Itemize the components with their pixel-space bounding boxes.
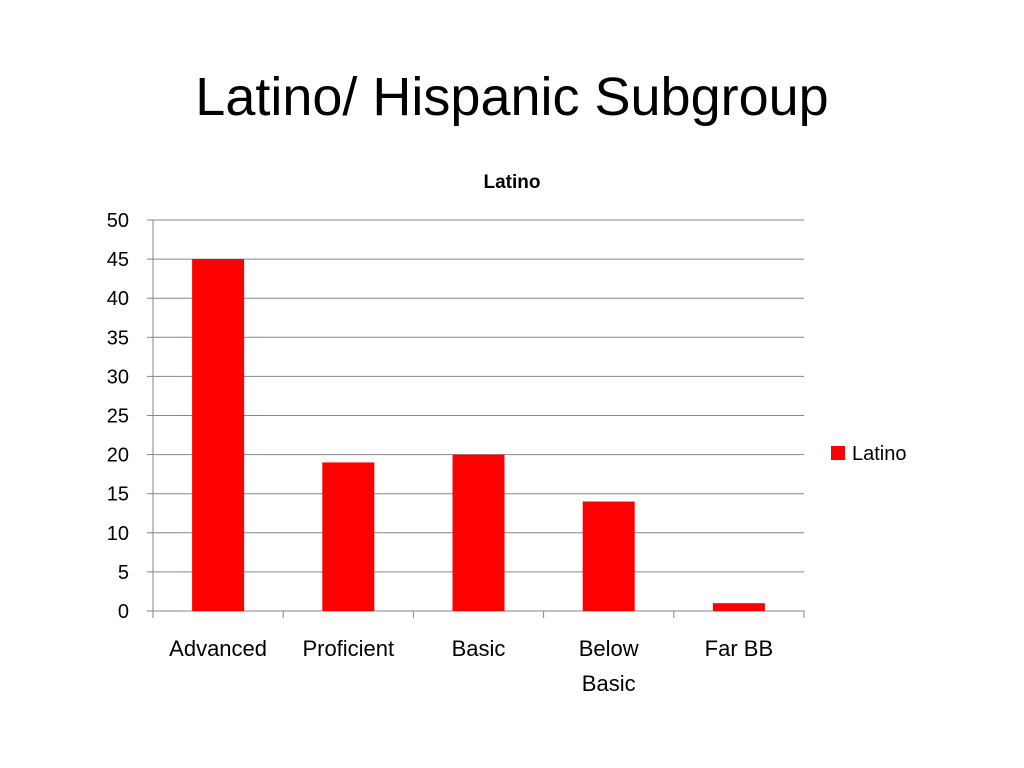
bar: [582, 501, 635, 611]
y-tick-label: 5: [118, 562, 129, 584]
legend-swatch: [831, 446, 845, 460]
y-tick-label: 40: [107, 288, 129, 310]
x-tick-label: Basic: [452, 636, 506, 661]
x-tick-labels: Advanced Proficient Basic Below Basic Far BB: [169, 636, 773, 696]
y-tick-label: 0: [118, 601, 129, 623]
x-tick-label: Below Basic: [579, 636, 639, 696]
bar: [322, 462, 375, 611]
legend: Latino: [831, 443, 907, 465]
y-tick-label: 10: [107, 523, 129, 545]
y-tick-label: 15: [107, 484, 129, 506]
x-tick-label: Advanced: [169, 636, 267, 661]
y-tick-label: 20: [107, 445, 129, 467]
legend-label: Latino: [852, 443, 907, 465]
y-tick-label: 30: [107, 366, 129, 388]
y-tick-label: 35: [107, 327, 129, 349]
bar: [452, 454, 505, 611]
y-tick-label: 25: [107, 406, 129, 428]
y-tick-label: 50: [107, 210, 129, 232]
y-tick-labels: 0 5 10 15 20 25 30 35 40 45 50: [107, 210, 129, 623]
bar: [192, 259, 245, 611]
x-tick-label: Far BB: [705, 636, 773, 661]
chart-title: Latino: [484, 172, 541, 193]
bars: [192, 259, 765, 611]
x-tick-label: Proficient: [302, 636, 394, 661]
y-tick-label: 45: [107, 249, 129, 271]
bar: [712, 603, 765, 611]
slide-title: Latino/ Hispanic Subgroup: [195, 67, 829, 127]
